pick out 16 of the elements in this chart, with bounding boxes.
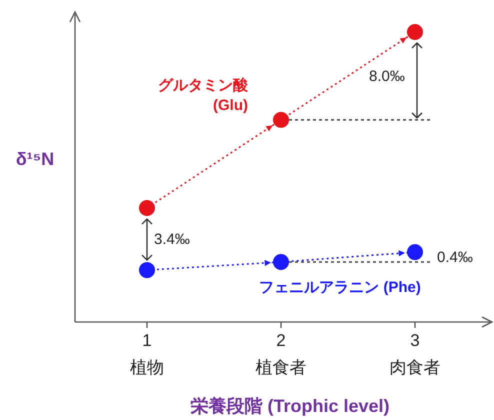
point (407, 244, 423, 260)
x-tick-label: 1 植物 (130, 331, 164, 377)
point (407, 24, 423, 40)
point (273, 112, 289, 128)
annotation: 0.4‰ (437, 249, 473, 266)
legend-label: フェニルアラニン (Phe) (259, 279, 421, 296)
x-tick-label: 2 植食者 (256, 331, 306, 377)
point (273, 254, 289, 270)
x-axis-title: 栄養段階 (Trophic level) (190, 396, 390, 416)
point (139, 200, 155, 216)
annotation: 3.4‰ (154, 231, 190, 248)
y-axis-title: δ¹⁵N (16, 149, 54, 169)
point (139, 262, 155, 278)
x-tick-label: 3 肉食者 (390, 331, 440, 377)
annotation: 8.0‰ (369, 68, 405, 85)
series-label: グルタミン酸 (Glu) (158, 77, 249, 114)
